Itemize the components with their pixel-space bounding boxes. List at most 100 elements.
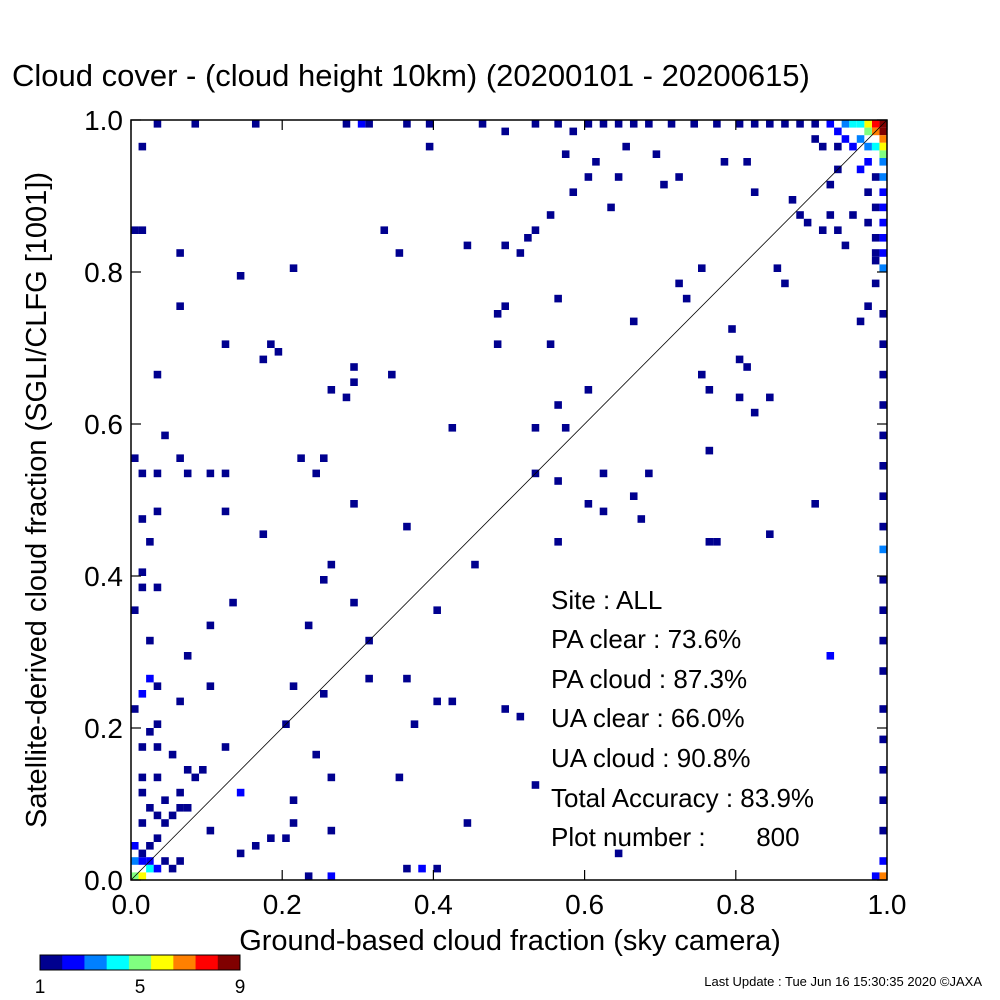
heatmap-cell bbox=[856, 165, 865, 174]
heatmap-cell bbox=[524, 234, 532, 242]
heatmap-cell bbox=[871, 120, 880, 128]
heatmap-cell bbox=[153, 507, 162, 516]
heatmap-cell bbox=[826, 211, 835, 219]
colorbar-segment bbox=[62, 955, 85, 970]
heatmap-cell bbox=[554, 401, 562, 409]
heatmap-cell bbox=[357, 120, 366, 128]
heatmap-cell bbox=[841, 241, 850, 250]
heatmap-cell bbox=[267, 834, 275, 842]
y-tick-label: 0.6 bbox=[84, 409, 123, 440]
heatmap-cell bbox=[153, 811, 162, 820]
heatmap-cells bbox=[131, 120, 887, 880]
heatmap-cell bbox=[327, 560, 336, 569]
heatmap-cell bbox=[622, 142, 630, 151]
chart-title: Cloud cover - (cloud height 10km) (20200… bbox=[12, 58, 810, 93]
heatmap-cell bbox=[176, 804, 184, 812]
colorbar-tick-label: 5 bbox=[135, 977, 146, 998]
heatmap-cell bbox=[629, 492, 638, 500]
heatmap-cell bbox=[501, 302, 509, 310]
colorbar bbox=[39, 954, 241, 971]
heatmap-cell bbox=[153, 583, 162, 592]
heatmap-cell bbox=[826, 180, 835, 189]
heatmap-cell bbox=[501, 127, 509, 136]
heatmap-cell bbox=[705, 386, 714, 394]
heatmap-cell bbox=[153, 864, 162, 873]
heatmap-cell bbox=[380, 226, 389, 234]
x-axis-label: Ground-based cloud fraction (sky camera) bbox=[239, 925, 781, 957]
heatmap-cell bbox=[131, 226, 139, 234]
heatmap-cell bbox=[796, 211, 804, 219]
heatmap-cell bbox=[153, 370, 162, 379]
heatmap-cell bbox=[766, 393, 774, 402]
heatmap-cell bbox=[675, 279, 683, 288]
reference-diagonal-line bbox=[130, 119, 888, 881]
heatmap-cell bbox=[864, 302, 872, 310]
heatmap-cell bbox=[146, 842, 154, 850]
heatmap-cell bbox=[871, 142, 880, 151]
heatmap-cell bbox=[849, 211, 857, 219]
heatmap-cell bbox=[183, 652, 192, 660]
heatmap-cell bbox=[471, 560, 479, 569]
heatmap-cell bbox=[879, 606, 887, 614]
heatmap-cell bbox=[788, 196, 797, 204]
heatmap-cell bbox=[834, 142, 842, 151]
heatmap-cell bbox=[554, 120, 562, 128]
heatmap-cell bbox=[146, 804, 154, 812]
heatmap-cell bbox=[131, 842, 139, 850]
heatmap-cell bbox=[743, 363, 751, 371]
heatmap-cell bbox=[871, 279, 880, 288]
heatmap-cell bbox=[138, 872, 147, 880]
heatmap-cell bbox=[841, 120, 850, 128]
stats-ua-cloud: UA cloud : 90.8% bbox=[551, 743, 750, 773]
heatmap-cell bbox=[531, 781, 540, 789]
heatmap-cell bbox=[138, 515, 147, 523]
heatmap-cell bbox=[584, 386, 593, 394]
heatmap-cell bbox=[871, 249, 880, 257]
heatmap-cell bbox=[531, 226, 540, 234]
heatmap-cell bbox=[766, 120, 774, 128]
heatmap-cell bbox=[871, 173, 880, 181]
heatmap-cell bbox=[879, 705, 887, 713]
x-tick-label: 0.0 bbox=[112, 889, 151, 920]
heatmap-cell bbox=[811, 120, 819, 128]
heatmap-cell bbox=[811, 500, 819, 508]
heatmap-cell bbox=[599, 507, 608, 516]
heatmap-cell bbox=[796, 120, 804, 128]
heatmap-cell bbox=[418, 864, 426, 873]
heatmap-cell bbox=[554, 294, 562, 303]
colorbar-segment bbox=[40, 955, 63, 970]
x-tick-label: 0.4 bbox=[414, 889, 453, 920]
y-tick-label: 0.8 bbox=[84, 257, 123, 288]
heatmap-cell bbox=[675, 173, 683, 181]
heatmap-cell bbox=[131, 454, 139, 462]
heatmap-cell bbox=[153, 120, 162, 128]
heatmap-cell bbox=[864, 127, 872, 136]
heatmap-cell bbox=[153, 743, 162, 751]
x-axis-ticks: 0.0 0.2 0.4 0.6 0.8 1.0 bbox=[112, 120, 906, 920]
heatmap-cell bbox=[849, 142, 857, 151]
heatmap-cell bbox=[879, 545, 887, 554]
heatmap-cell bbox=[879, 857, 887, 865]
colorbar-frame bbox=[39, 954, 241, 971]
heatmap-cell bbox=[879, 431, 887, 440]
heatmap-cell bbox=[690, 120, 698, 128]
heatmap-cell bbox=[236, 272, 245, 280]
heatmap-cell bbox=[667, 120, 676, 128]
heatmap-cell bbox=[176, 302, 184, 310]
heatmap-cell bbox=[773, 264, 782, 272]
heatmap-cell bbox=[516, 712, 525, 721]
x-tick-label: 0.8 bbox=[716, 889, 755, 920]
heatmap-cell bbox=[312, 469, 320, 478]
heatmap-cell bbox=[410, 720, 419, 728]
heatmap-cell bbox=[161, 857, 169, 865]
heatmap-cell bbox=[879, 826, 887, 835]
heatmap-cell bbox=[607, 203, 615, 212]
heatmap-cell bbox=[289, 264, 298, 272]
stats-total-accuracy: Total Accuracy : 83.9% bbox=[551, 783, 814, 813]
heatmap-cell bbox=[153, 469, 162, 478]
heatmap-cell bbox=[327, 386, 336, 394]
heatmap-cell bbox=[274, 348, 283, 356]
heatmap-cell bbox=[153, 834, 162, 842]
heatmap-cell bbox=[425, 142, 434, 151]
heatmap-cell bbox=[531, 120, 540, 128]
